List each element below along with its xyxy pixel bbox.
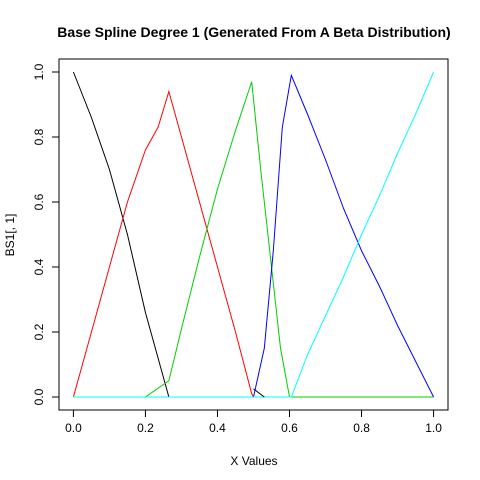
series-4-line xyxy=(253,73,435,398)
series-5-line xyxy=(73,71,435,398)
y-tick-label-2: 0.4 xyxy=(32,258,46,275)
x-axis: 0.0 0.2 0.4 0.6 0.8 1.0 xyxy=(65,410,442,435)
y-tick-label-1: 0.2 xyxy=(32,323,46,340)
x-tick-label-5: 1.0 xyxy=(425,421,442,435)
x-tick-label-4: 0.8 xyxy=(353,421,370,435)
x-tick-label-2: 0.4 xyxy=(209,421,226,435)
plot-frame xyxy=(58,58,449,411)
chart-title: Base Spline Degree 1 (Generated From A B… xyxy=(57,24,450,40)
series-2-line xyxy=(72,89,254,398)
x-tick-label-3: 0.6 xyxy=(281,421,298,435)
y-tick-label-4: 0.8 xyxy=(32,128,46,145)
series-1-line xyxy=(72,71,170,398)
series-6-line xyxy=(253,388,265,398)
y-tick-label-3: 0.6 xyxy=(32,193,46,210)
y-tick-label-0: 0.0 xyxy=(32,388,46,405)
x-axis-label: X Values xyxy=(230,454,277,468)
y-axis: 0.0 0.2 0.4 0.6 0.8 1.0 xyxy=(32,63,59,405)
y-tick-label-5: 1.0 xyxy=(32,63,46,80)
y-axis-label: BS1[, 1] xyxy=(3,214,17,257)
x-tick-label-1: 0.2 xyxy=(137,421,154,435)
series-3-line xyxy=(73,81,434,398)
series-group xyxy=(72,71,435,398)
x-tick-label-0: 0.0 xyxy=(65,421,82,435)
